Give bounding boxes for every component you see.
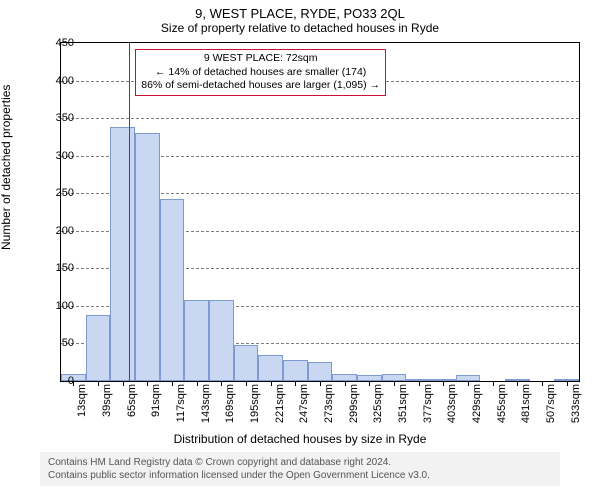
histogram-bar: [135, 133, 160, 381]
y-tick-label: 250: [44, 187, 74, 199]
x-tick-label: 299sqm: [348, 384, 360, 423]
histogram-bar: [258, 355, 283, 381]
chart-subtitle: Size of property relative to detached ho…: [0, 21, 600, 35]
x-tick-label: 351sqm: [397, 384, 409, 423]
x-tick-label: 533sqm: [570, 384, 582, 423]
x-tick-label: 13sqm: [76, 384, 88, 417]
y-axis-label: Number of detached properties: [0, 85, 13, 250]
histogram-bar: [382, 374, 407, 382]
x-tick-label: 143sqm: [200, 384, 212, 423]
annotation-line: 86% of semi-detached houses are larger (…: [141, 79, 380, 93]
histogram-bar: [234, 345, 259, 381]
footer-attribution: Contains HM Land Registry data © Crown c…: [40, 452, 560, 486]
histogram-bar: [209, 300, 234, 381]
property-marker-line: [129, 43, 130, 381]
x-tick-label: 117sqm: [175, 384, 187, 422]
gridline: [61, 118, 579, 119]
histogram-bar: [160, 199, 185, 381]
histogram-bar: [283, 360, 308, 381]
y-tick-label: 300: [44, 150, 74, 162]
y-tick-label: 100: [44, 300, 74, 312]
x-axis-label: Distribution of detached houses by size …: [0, 432, 600, 446]
annotation-box: 9 WEST PLACE: 72sqm← 14% of detached hou…: [135, 49, 386, 96]
x-tick-label: 273sqm: [323, 384, 335, 423]
histogram-bar: [110, 127, 135, 381]
footer-line-2: Contains public sector information licen…: [48, 469, 552, 482]
x-tick-label: 195sqm: [249, 384, 261, 423]
x-tick-label: 429sqm: [471, 384, 483, 423]
chart-container: 9, WEST PLACE, RYDE, PO33 2QL Size of pr…: [0, 0, 600, 500]
x-tick-label: 91sqm: [150, 384, 162, 417]
y-tick-label: 50: [44, 337, 74, 349]
histogram-bar: [332, 374, 357, 382]
y-tick-label: 350: [44, 112, 74, 124]
x-tick-label: 39sqm: [101, 384, 113, 417]
x-tick-label: 325sqm: [372, 384, 384, 423]
x-ticks: 13sqm 39sqm 65sqm 91sqm 117sqm 143sqm 169sqm 19…: [60, 384, 580, 434]
plot-area: 9 WEST PLACE: 72sqm← 14% of detached hou…: [60, 42, 580, 382]
y-tick-label: 400: [44, 75, 74, 87]
x-tick-label: 377sqm: [422, 384, 434, 423]
x-tick-label: 65sqm: [126, 384, 138, 417]
x-tick-label: 481sqm: [520, 384, 532, 423]
x-tick-label: 455sqm: [496, 384, 508, 423]
histogram-bar: [184, 300, 209, 381]
y-tick-label: 200: [44, 225, 74, 237]
x-tick-label: 169sqm: [224, 384, 236, 423]
x-tick-label: 221sqm: [274, 384, 286, 423]
annotation-line: ← 14% of detached houses are smaller (17…: [141, 66, 380, 80]
footer-line-1: Contains HM Land Registry data © Crown c…: [48, 456, 552, 469]
y-tick-label: 150: [44, 262, 74, 274]
histogram-bar: [308, 362, 333, 381]
annotation-line: 9 WEST PLACE: 72sqm: [141, 52, 380, 66]
histogram-bar: [86, 315, 111, 381]
x-tick-label: 403sqm: [446, 384, 458, 423]
chart-title: 9, WEST PLACE, RYDE, PO33 2QL: [0, 6, 600, 21]
x-tick-label: 507sqm: [545, 384, 557, 423]
y-tick-label: 450: [44, 37, 74, 49]
x-tick-label: 247sqm: [298, 384, 310, 423]
